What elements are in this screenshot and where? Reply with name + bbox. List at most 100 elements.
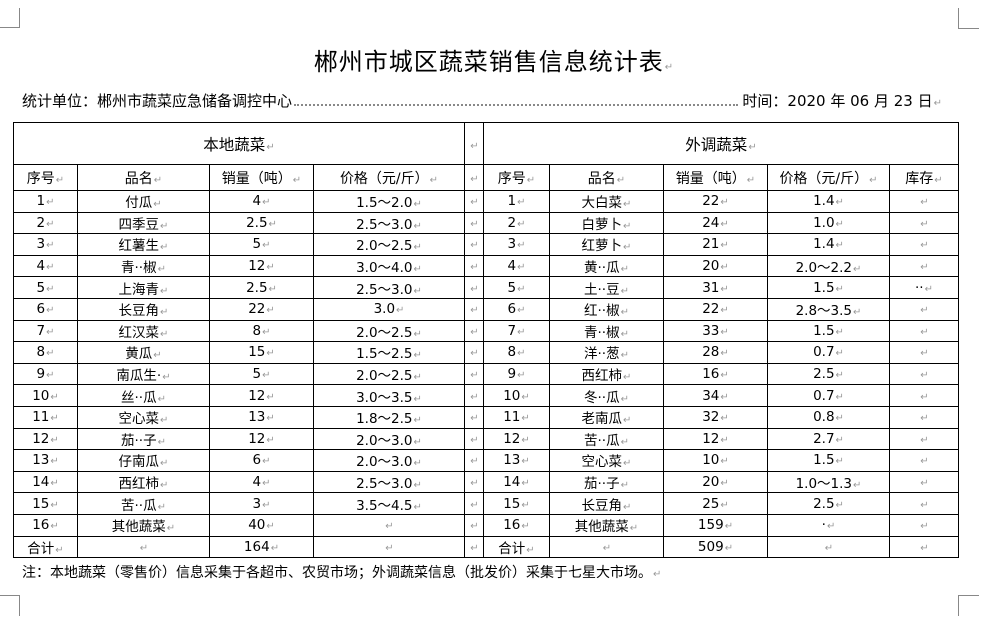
local-name-cell: 红薯生: [77, 233, 210, 256]
imported-name-cell: [549, 535, 664, 559]
imported-sales-cell: 20: [663, 254, 768, 278]
local-price-cell: 2.5～3.0: [313, 276, 465, 299]
imported-stock-cell-text: [919, 193, 928, 209]
local-sales-cell: 12: [209, 427, 314, 451]
imported-price-cell-text: 0.7: [813, 388, 844, 404]
imported-serial-cell: 15: [483, 492, 550, 515]
imported-price-cell: 1.5: [767, 319, 890, 343]
imported-price-cell: 0.7: [767, 384, 890, 407]
imported-stock-cell: [889, 190, 959, 213]
imported-sales-cell: 159: [663, 513, 768, 537]
imported-name-cell: 长豆角: [549, 492, 664, 515]
imported-stock-cell-text: [919, 496, 928, 512]
spacer-cell-text: [469, 135, 478, 153]
imported-stock-cell-text: [919, 344, 928, 360]
imported-name-cell: 茄··子: [549, 470, 664, 494]
local-name-cell-text: 西红柿: [119, 476, 169, 492]
section-header-row: 本地蔬菜 外调蔬菜: [13, 122, 959, 165]
imported-stock-cell: [889, 297, 959, 321]
imported-sales-cell: 509: [663, 535, 768, 559]
imported-serial-cell: 11: [483, 405, 550, 429]
spacer-cell: [464, 384, 484, 407]
imported-name-cell: 红萝卜: [549, 233, 664, 256]
imported-header-serial-cell: 序号: [483, 164, 550, 191]
imported-name-cell: 老南瓜: [549, 405, 664, 429]
imported-header-stock-cell: 库存: [889, 164, 959, 191]
imported-stock-cell: ··: [889, 276, 959, 299]
imported-stock-cell-text: [919, 323, 928, 339]
imported-header-serial-cell-text: 序号: [498, 171, 535, 187]
local-price-cell: [313, 535, 465, 559]
imported-stock-cell: [889, 492, 959, 515]
imported-stock-cell-text: [919, 452, 928, 468]
local-section-title-text: 本地蔬菜: [203, 136, 274, 154]
spacer-cell-text: [469, 474, 478, 490]
local-serial-cell: 1: [13, 190, 78, 213]
local-name-cell: 南瓜生·: [77, 362, 210, 386]
spacer-cell-text: [469, 431, 478, 447]
local-serial-cell: 2: [13, 211, 78, 235]
imported-sales-cell-text: 22: [702, 301, 729, 317]
local-name-cell-text: [139, 539, 148, 555]
imported-sales-cell-text: 159: [698, 517, 733, 533]
local-sales-cell-text: 2.5: [246, 280, 277, 296]
imported-header-sales-cell-text: 销量（吨）: [676, 171, 755, 187]
imported-name-cell: 黄··瓜: [549, 254, 664, 278]
imported-stock-cell-text: ··: [915, 280, 933, 296]
vegetable-sales-table: 本地蔬菜 外调蔬菜序号 品名 销量（吨） 价格（元/斤） 序号 品名 销量（吨） 价格（元/斤）…: [13, 122, 959, 559]
column-header-row: 序号 品名 销量（吨） 价格（元/斤） 序号 品名 销量（吨） 价格（元/斤） 库存: [13, 164, 959, 191]
local-serial-cell: 13: [13, 449, 78, 472]
imported-name-cell-text: 黄··瓜: [584, 260, 629, 276]
local-price-cell: 3.5～4.5: [313, 492, 465, 515]
imported-sales-cell-text: 20: [702, 258, 729, 274]
imported-sales-cell-text: 25: [702, 496, 729, 512]
imported-sales-cell-text: 31: [702, 280, 729, 296]
imported-serial-cell: 8: [483, 341, 550, 364]
imported-price-cell-text: 1.5: [813, 452, 844, 468]
imported-stock-cell-text: [919, 474, 928, 490]
local-name-cell-text: 红汉菜: [119, 325, 169, 341]
imported-serial-cell-text: 4: [508, 258, 526, 274]
local-section-title: 本地蔬菜: [13, 122, 465, 165]
local-sales-cell: 13: [209, 405, 314, 429]
imported-name-cell-text: 茄··子: [584, 476, 629, 492]
imported-name-cell-text: 其他蔬菜: [575, 519, 638, 535]
local-name-cell-text: 黄瓜: [125, 346, 161, 362]
spacer-cell-text: [469, 344, 478, 360]
local-name-cell-text: 上海青: [119, 282, 169, 298]
imported-price-cell-text: 1.4: [813, 236, 844, 252]
local-serial-cell: 11: [13, 405, 78, 429]
local-serial-cell-text: 13: [32, 452, 59, 468]
spacer-cell-text: [469, 323, 478, 339]
local-sales-cell-text: 4: [253, 474, 271, 490]
local-serial-cell-text: 2: [37, 215, 55, 231]
imported-serial-cell-text: 9: [508, 366, 526, 382]
imported-stock-cell: [889, 449, 959, 472]
local-serial-cell-text: 4: [37, 258, 55, 274]
local-price-cell-text: 3.0: [374, 301, 405, 317]
local-name-cell-text: 红薯生: [119, 238, 169, 254]
local-serial-cell-text: 5: [37, 280, 55, 296]
imported-stock-cell: [889, 535, 959, 559]
local-sales-cell-text: 12: [248, 431, 275, 447]
imported-sales-cell-text: 21: [702, 236, 729, 252]
local-sales-cell-text: 15: [248, 344, 275, 360]
imported-sales-cell: 24: [663, 211, 768, 235]
imported-stock-cell-text: [919, 409, 928, 425]
local-price-cell-text: 2.0～2.5: [356, 238, 422, 254]
imported-serial-cell: 合计: [483, 535, 550, 559]
spacer-cell: [464, 233, 484, 256]
imported-serial-cell: 9: [483, 362, 550, 386]
imported-price-cell: ·: [767, 513, 890, 537]
spacer-cell-text: [469, 452, 478, 468]
local-sales-cell-text: 40: [248, 517, 275, 533]
imported-name-cell: 红··椒: [549, 297, 664, 321]
imported-serial-cell-text: 7: [508, 323, 526, 339]
spacer-cell-text: [469, 366, 478, 382]
local-price-cell-text: 1.8～2.5: [356, 411, 422, 427]
local-sales-cell: 2.5: [209, 211, 314, 235]
table-row: 12 茄··子 12 2.0～3.0 12 苦··瓜 12 2.7: [13, 427, 959, 451]
local-serial-cell-text: 3: [37, 236, 55, 252]
total-row: 合计 164 合计 509: [13, 535, 959, 559]
imported-price-cell-text: 1.5: [813, 323, 844, 339]
